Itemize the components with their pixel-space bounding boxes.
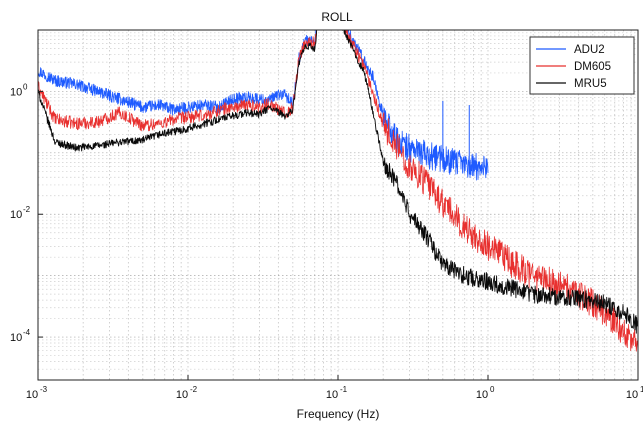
legend-label-adu2: ADU2 — [574, 44, 605, 56]
y-tick-label: 10 — [10, 86, 22, 98]
x-tick-label: 10 — [26, 389, 38, 401]
y-tick-exponent: -2 — [23, 205, 31, 214]
x-tick-exponent: 0 — [490, 385, 495, 394]
x-axis-label: Frequency (Hz) — [297, 407, 380, 421]
y-tick-label: 10 — [10, 332, 22, 344]
x-tick-exponent: 1 — [640, 385, 643, 394]
y-tick-exponent: -4 — [23, 328, 31, 337]
y-tick-label: 10 — [10, 209, 22, 221]
series-layer — [38, 30, 638, 355]
x-tick-label: 10 — [176, 389, 188, 401]
x-tick-label: 10 — [476, 389, 488, 401]
y-tick-exponent: 0 — [23, 82, 28, 91]
x-tick-label: 10 — [326, 389, 338, 401]
y-axis-ticks: 10-410-2100102 — [10, 82, 43, 344]
x-tick-exponent: -2 — [190, 385, 198, 394]
legend: ADU2 DM605 MRU5 — [529, 36, 635, 95]
legend-label-dm605: DM605 — [574, 61, 611, 73]
x-tick-exponent: -1 — [340, 385, 348, 394]
series-line-mru5 — [38, 30, 638, 334]
chart-title: ROLL — [321, 10, 353, 24]
legend-label-mru5: MRU5 — [574, 78, 607, 90]
plot-area — [38, 30, 638, 355]
series-line-adu2 — [38, 30, 489, 181]
x-axis-ticks: 10 -3 10 -2 10 -1 10 0 10 1 — [26, 375, 643, 401]
x-tick-label: 10 — [626, 389, 638, 401]
x-tick-exponent: -3 — [40, 385, 48, 394]
series-line-dm605 — [38, 30, 638, 355]
